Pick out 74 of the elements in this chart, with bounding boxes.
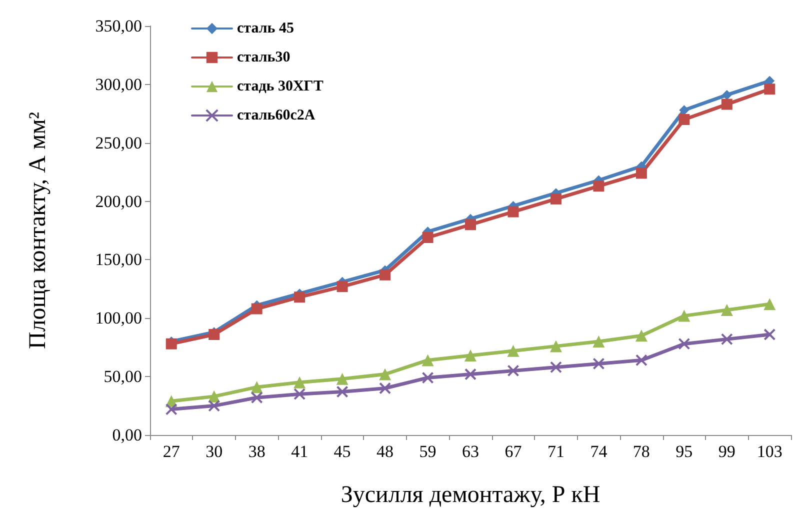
point (336, 281, 348, 292)
x-tick-label: 99 (718, 442, 736, 461)
point (507, 344, 520, 357)
y-tick-label: 250,00 (95, 133, 142, 152)
x-tick-label: 78 (632, 442, 650, 461)
point (764, 328, 776, 341)
point (722, 90, 732, 100)
point (379, 382, 392, 394)
x-axis-title: Зусилля демонтажу, Р кН (340, 482, 600, 508)
point (764, 84, 776, 95)
point (720, 333, 733, 346)
point (592, 358, 605, 370)
point (593, 180, 604, 192)
point (294, 388, 306, 400)
x-tick-label: 103 (756, 442, 782, 461)
x-tick-label: 95 (676, 442, 693, 461)
x-tick-label: 27 (162, 442, 180, 461)
x-tick-label: 67 (504, 442, 522, 461)
x-tick-label: 30 (206, 442, 223, 461)
y-tick-label: 150,00 (95, 250, 142, 270)
point (336, 372, 348, 385)
point (208, 329, 220, 340)
point (422, 232, 434, 244)
x-tick-label: 74 (590, 442, 608, 461)
point (678, 114, 690, 125)
x-tick-label: 45 (334, 442, 351, 461)
x-tick-label: 48 (376, 442, 394, 461)
y-tick-label: 100,00 (95, 308, 142, 328)
x-tick-label: 38 (248, 442, 266, 461)
point (464, 350, 476, 362)
point (550, 340, 562, 352)
x-tick-label: 59 (419, 442, 436, 461)
y-tick-label: 350,00 (95, 16, 142, 36)
point (250, 381, 263, 394)
point (508, 206, 519, 218)
point (422, 372, 434, 384)
point (336, 386, 348, 398)
point (550, 361, 562, 374)
point (208, 400, 220, 412)
point (379, 368, 392, 380)
y-tick-label: 300,00 (95, 74, 142, 94)
point (465, 219, 476, 230)
x-tick-label: 71 (547, 442, 564, 461)
point (764, 298, 776, 310)
point (250, 392, 263, 404)
point (635, 330, 648, 342)
point (721, 98, 732, 110)
point (507, 364, 520, 377)
point (165, 403, 178, 416)
point (636, 168, 647, 179)
point (678, 310, 690, 322)
point (592, 336, 605, 348)
point (679, 105, 690, 116)
y-axis-title: Площа контакту, А мм² (25, 112, 51, 350)
y-tick-label: 200,00 (95, 192, 142, 211)
point (678, 338, 690, 350)
point (550, 193, 562, 204)
legend-label: сталь60с2А (237, 108, 316, 124)
point (166, 338, 177, 350)
x-tick-label: 63 (462, 442, 479, 461)
point (294, 376, 306, 388)
point (422, 354, 434, 366)
legend-label: сталь30 (237, 50, 290, 66)
legend-label: сталь 45 (237, 20, 294, 36)
x-tick-label: 41 (291, 442, 308, 461)
point (720, 304, 733, 316)
point (294, 292, 306, 303)
point (251, 303, 262, 314)
legend-label: стадь 30ХГТ (237, 78, 324, 94)
y-tick-label: 0,00 (112, 426, 142, 444)
point (380, 269, 391, 280)
point (464, 368, 476, 380)
y-tick-label: 50,00 (104, 367, 142, 386)
point (635, 354, 648, 366)
